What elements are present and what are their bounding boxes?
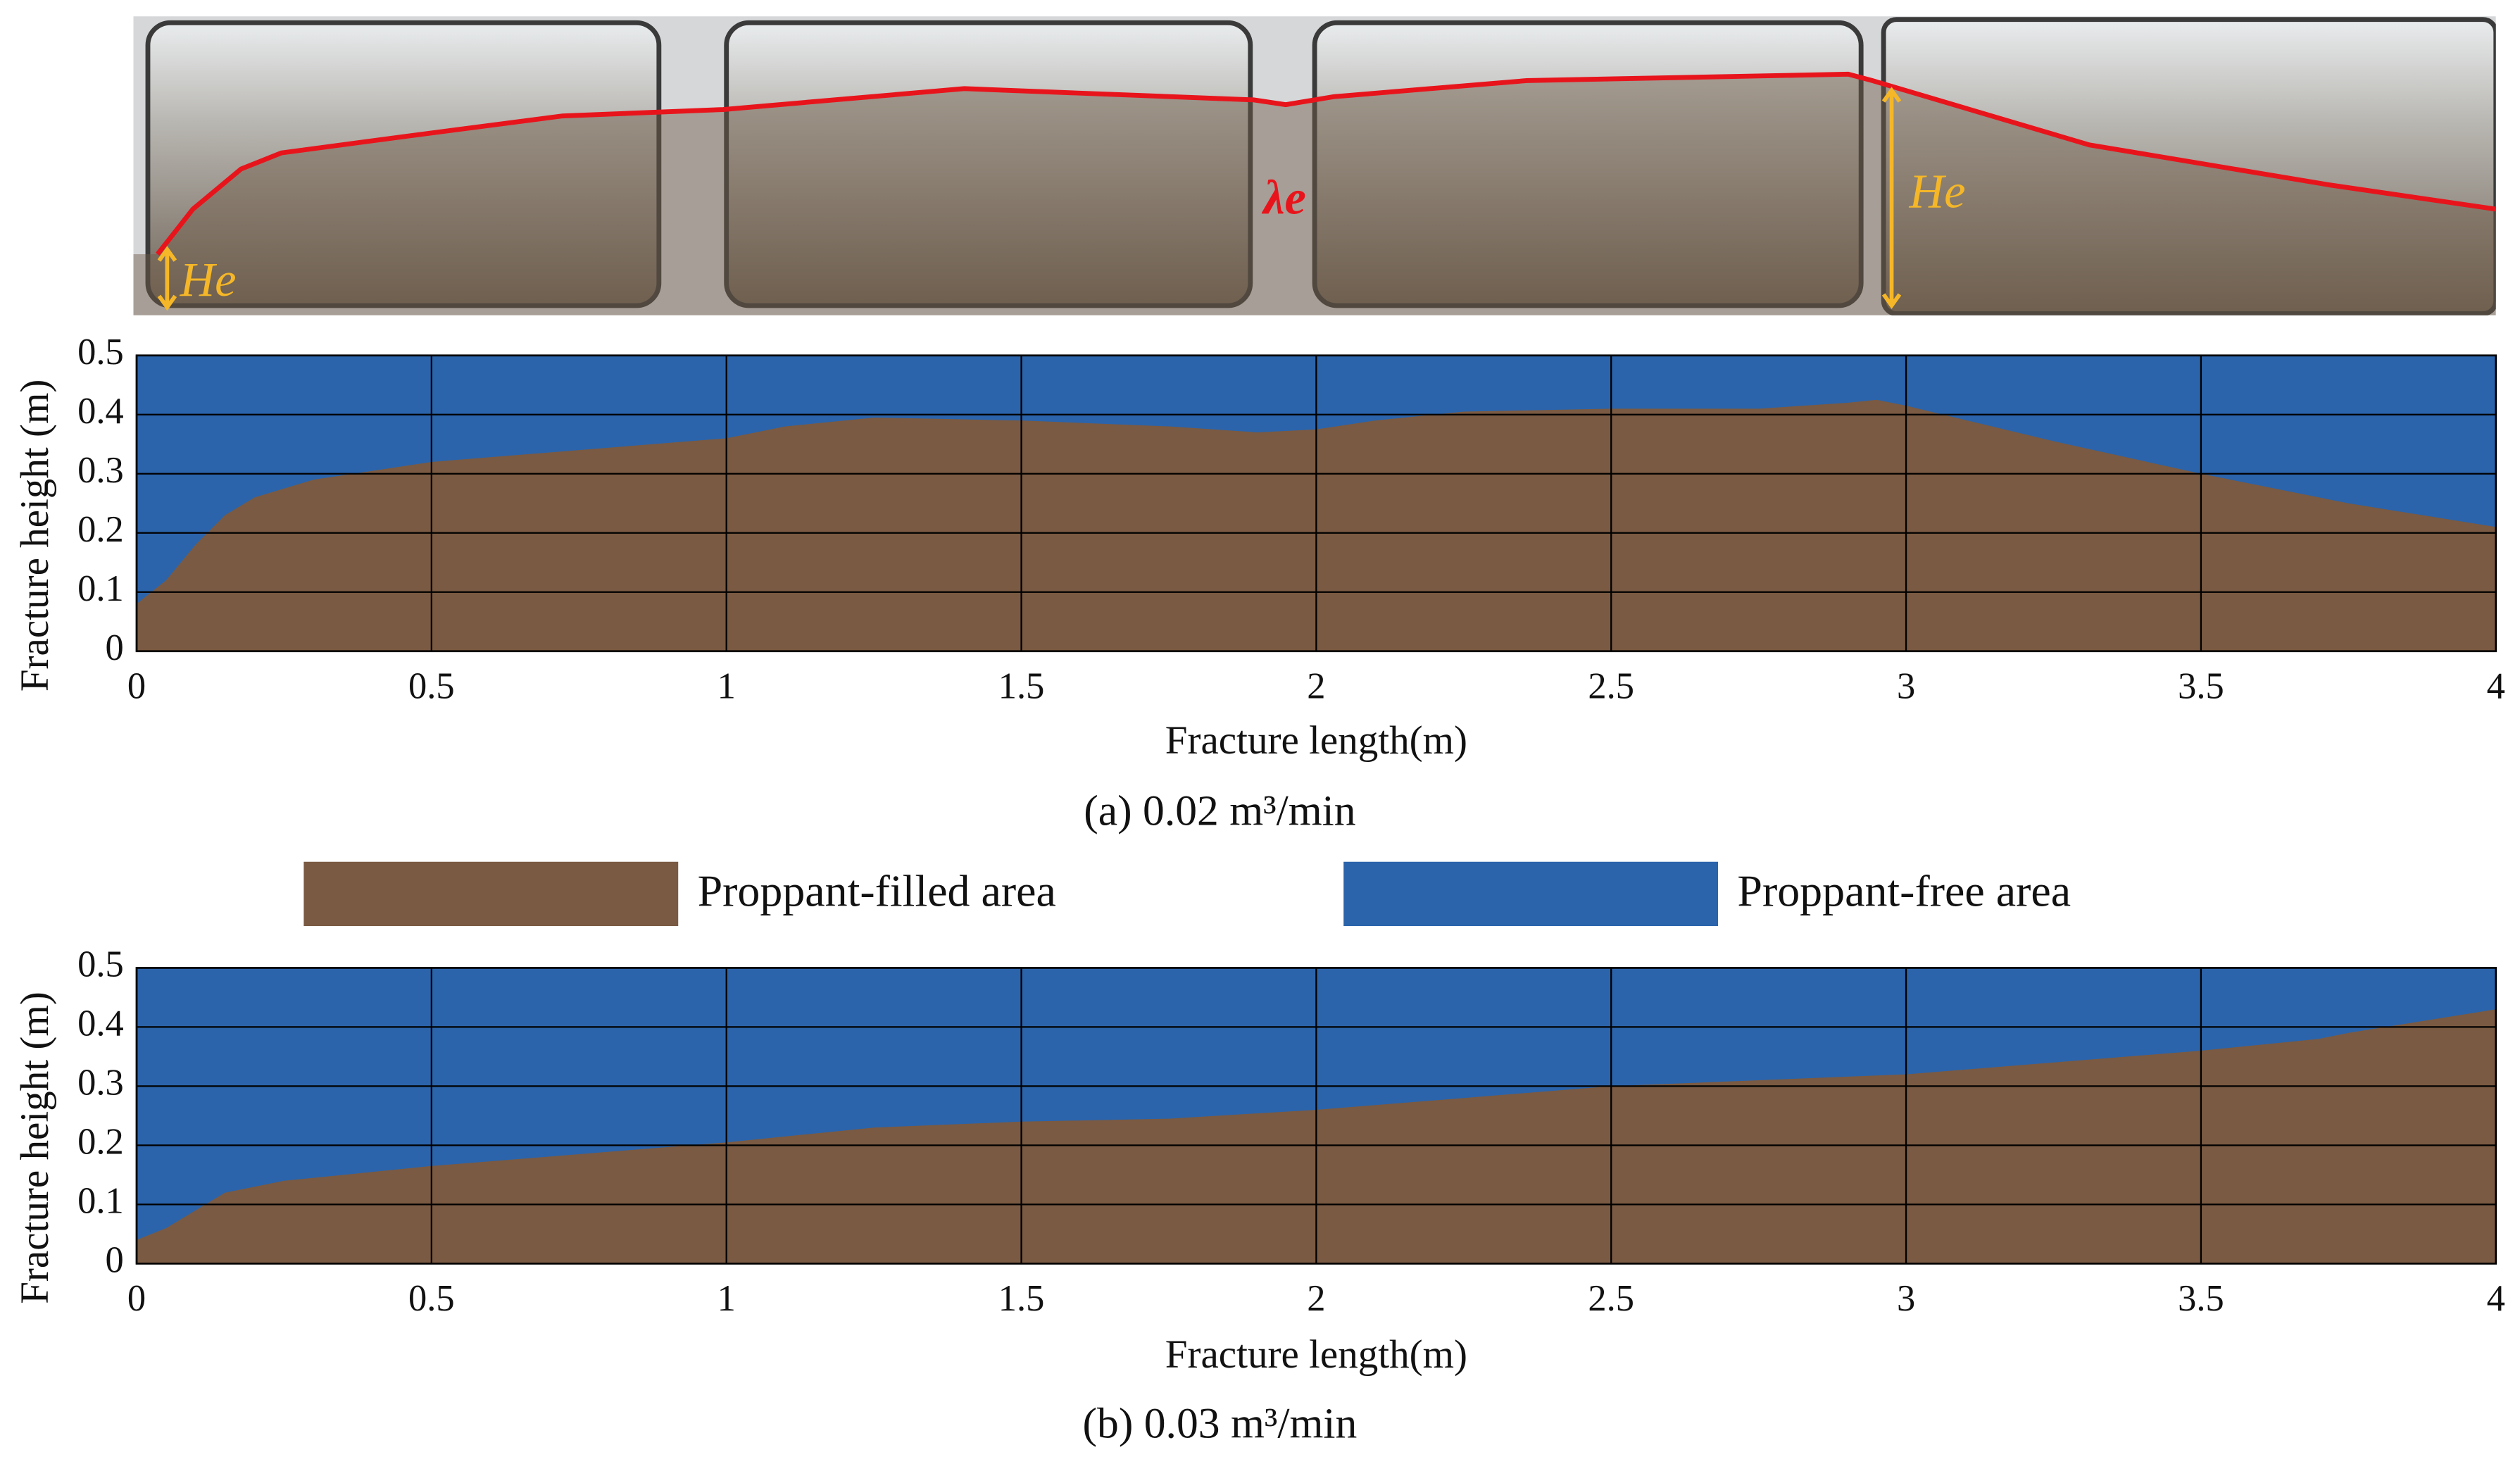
- y-tick-label: 0.2: [77, 509, 124, 550]
- y-tick-label: 0.3: [77, 450, 124, 491]
- x-tick-label: 3: [1897, 666, 1915, 707]
- y-axis-label: Fracture height (m): [13, 380, 57, 692]
- arrow: [157, 246, 177, 311]
- y-tick-label: 0.3: [77, 1062, 124, 1103]
- x-tick-label: 0: [127, 1278, 146, 1319]
- legend-label: Proppant-free area: [1737, 865, 2071, 915]
- x-tick-label: 1.5: [998, 1278, 1045, 1319]
- y-tick-label: 0.5: [77, 332, 124, 373]
- x-axis-label: Fracture length(m): [1165, 718, 1467, 763]
- window: [1881, 17, 2496, 315]
- annotation: He: [1909, 165, 1966, 218]
- x-tick-label: 2.5: [1588, 666, 1634, 707]
- y-tick-label: 0.4: [77, 391, 124, 432]
- x-tick-label: 3: [1897, 1278, 1915, 1319]
- y-tick-label: 0.4: [77, 1003, 124, 1044]
- legend-label: Proppant-filled area: [698, 865, 1056, 915]
- plot-border: [135, 967, 2497, 1265]
- legend-swatch: [303, 861, 679, 927]
- x-tick-label: 2: [1307, 1278, 1325, 1319]
- x-tick-label: 3.5: [2178, 1278, 2224, 1319]
- x-tick-label: 0.5: [408, 666, 455, 707]
- legend-swatch: [1343, 861, 1719, 927]
- x-axis-label: Fracture length(m): [1165, 1332, 1467, 1377]
- x-tick-label: 2.5: [1588, 1278, 1634, 1319]
- y-tick-label: 0.2: [77, 1121, 124, 1162]
- annotation: λe: [1261, 171, 1306, 225]
- x-tick-label: 0.5: [408, 1278, 455, 1319]
- x-tick-label: 4: [2487, 1278, 2505, 1319]
- arrow: [1881, 87, 1902, 309]
- x-tick-label: 2: [1307, 666, 1325, 707]
- y-tick-label: 0: [106, 1239, 124, 1280]
- x-tick-label: 4: [2487, 666, 2505, 707]
- y-tick-label: 0.1: [77, 568, 124, 609]
- caption: (b) 0.03 m³/min: [1083, 1399, 1358, 1447]
- y-tick-label: 0: [106, 627, 124, 668]
- bed-outline: [155, 71, 2496, 256]
- caption: (a) 0.02 m³/min: [1084, 787, 1355, 835]
- x-tick-label: 1: [717, 1278, 736, 1319]
- x-tick-label: 1.5: [998, 666, 1045, 707]
- x-tick-label: 0: [127, 666, 146, 707]
- plot-border: [135, 354, 2497, 653]
- proppant-bed: [133, 74, 2496, 315]
- y-tick-label: 0.5: [77, 944, 124, 984]
- window: [1312, 20, 1864, 308]
- photo: He λe He: [133, 16, 2496, 315]
- annotation: He: [180, 253, 237, 306]
- x-tick-label: 3.5: [2178, 666, 2224, 707]
- y-tick-label: 0.1: [77, 1180, 124, 1221]
- window: [145, 20, 662, 308]
- y-axis-label: Fracture height (m): [13, 992, 57, 1304]
- legend: Proppant-filled area Proppant-free area: [303, 861, 2071, 927]
- x-tick-label: 1: [717, 666, 736, 707]
